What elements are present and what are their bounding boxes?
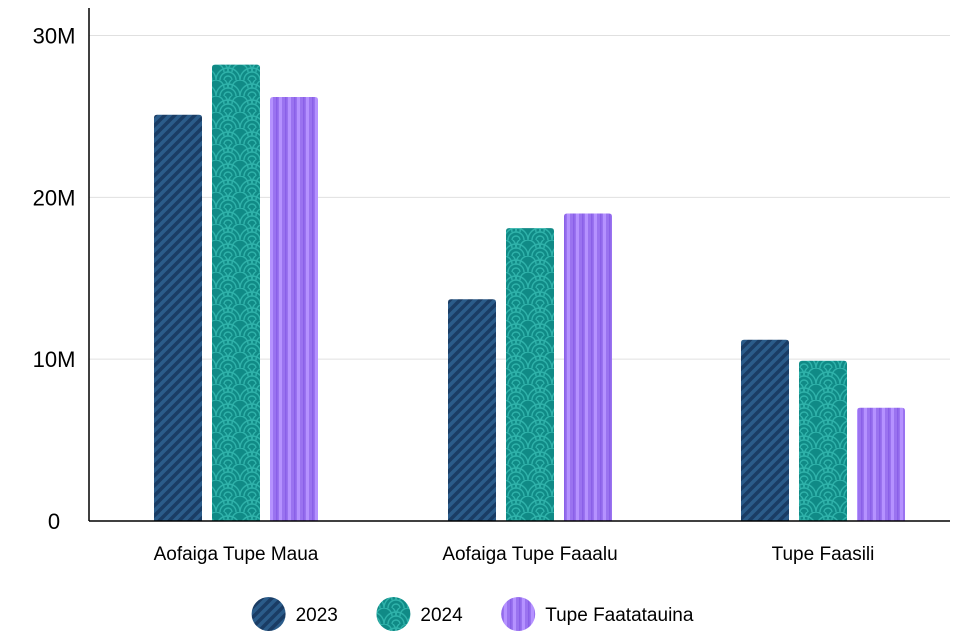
x-tick-label: Aofaiga Tupe Faaalu	[442, 544, 617, 565]
bars	[154, 64, 905, 522]
bar-2023-aofaiga-tupe-maua	[154, 114, 202, 522]
bar-tupe-faatatauina-aofaiga-tupe-faaalu	[564, 213, 612, 521]
x-tick-label: Aofaiga Tupe Maua	[154, 544, 319, 565]
y-tick-label: 30M	[33, 24, 76, 49]
legend: 2023 2024 Tupe Faatatauina	[251, 597, 694, 631]
legend-item-2024[interactable]: 2024	[376, 597, 463, 631]
bar-tupe-faatatauina-aofaiga-tupe-maua	[270, 97, 318, 521]
bar-2024-tupe-faasili	[799, 360, 847, 521]
legend-label: Tupe Faatatauina	[545, 605, 694, 626]
bar-2023-aofaiga-tupe-faaalu	[448, 299, 496, 521]
y-tick-label: 0	[48, 509, 60, 534]
legend-label: 2023	[296, 605, 338, 626]
legend-swatch	[501, 597, 536, 631]
y-tick-labels: 0 10M 20M 30M	[33, 24, 76, 534]
legend-swatch	[376, 597, 411, 631]
bar-2024-aofaiga-tupe-maua	[212, 64, 260, 521]
legend-label: 2024	[420, 605, 463, 626]
y-tick-label: 20M	[33, 185, 76, 210]
bar-tupe-faatatauina-tupe-faasili	[857, 407, 905, 521]
legend-item-2023[interactable]: 2023	[251, 597, 338, 631]
bar-2023-tupe-faasili	[741, 339, 789, 521]
x-tick-labels: Aofaiga Tupe Maua Aofaiga Tupe Faaalu Tupe…	[154, 544, 875, 565]
x-tick-label: Tupe Faasili	[772, 544, 875, 565]
legend-swatch	[251, 597, 286, 631]
legend-item-tupe-faatatauina[interactable]: Tupe Faatatauina	[501, 597, 694, 631]
y-tick-label: 10M	[33, 347, 76, 372]
bar-2024-aofaiga-tupe-faaalu	[506, 228, 554, 522]
